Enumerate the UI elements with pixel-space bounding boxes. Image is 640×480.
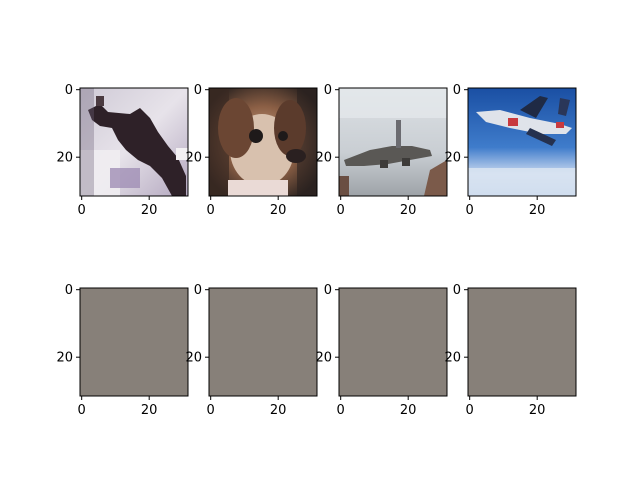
x-tick-label: 0 bbox=[337, 403, 345, 418]
panel-3 bbox=[339, 88, 447, 196]
panel-8-image bbox=[468, 288, 576, 396]
x-tick-label: 20 bbox=[529, 403, 546, 418]
y-tick-label: 0 bbox=[453, 83, 461, 98]
y-tick-label: 0 bbox=[65, 283, 73, 298]
panel-frame bbox=[338, 287, 448, 397]
x-tick-label: 0 bbox=[337, 203, 345, 218]
panel-7-image bbox=[339, 288, 447, 396]
axes-panel-7: 0 20 0 20 bbox=[315, 283, 448, 418]
x-tick-label: 20 bbox=[141, 403, 158, 418]
panel-frame bbox=[208, 287, 318, 397]
x-tick-label: 20 bbox=[270, 203, 287, 218]
y-tick-label: 0 bbox=[324, 83, 332, 98]
panel-2 bbox=[209, 88, 317, 196]
x-tick-label: 20 bbox=[529, 203, 546, 218]
x-tick-label: 0 bbox=[466, 403, 474, 418]
y-tick-label: 0 bbox=[194, 83, 202, 98]
x-tick-label: 0 bbox=[207, 403, 215, 418]
axes-panel-3: 0 20 0 20 bbox=[315, 83, 448, 218]
axes-panel-1: 0 20 0 20 bbox=[56, 83, 189, 218]
panel-frame bbox=[467, 287, 577, 397]
y-tick-label: 0 bbox=[194, 283, 202, 298]
panel-4 bbox=[468, 88, 576, 196]
axes-panel-8: 0 20 0 20 bbox=[444, 283, 577, 418]
x-tick-label: 20 bbox=[400, 203, 417, 218]
axes-panel-2: 0 20 0 20 bbox=[185, 83, 318, 218]
x-tick-label: 0 bbox=[466, 203, 474, 218]
y-tick-label: 20 bbox=[444, 151, 461, 166]
x-tick-label: 0 bbox=[78, 403, 86, 418]
y-tick-label: 20 bbox=[56, 151, 73, 166]
panel-frame bbox=[338, 87, 448, 197]
y-tick-label: 20 bbox=[444, 351, 461, 366]
axes-panel-6: 0 20 0 20 bbox=[185, 283, 318, 418]
y-tick-label: 20 bbox=[185, 351, 202, 366]
y-tick-label: 0 bbox=[65, 83, 73, 98]
y-tick-label: 20 bbox=[185, 151, 202, 166]
x-tick-label: 0 bbox=[78, 203, 86, 218]
y-tick-label: 20 bbox=[56, 351, 73, 366]
axes-panel-4: 0 20 0 20 bbox=[444, 83, 577, 218]
y-tick-label: 0 bbox=[324, 283, 332, 298]
y-tick-label: 20 bbox=[315, 351, 332, 366]
panel-5-image bbox=[80, 288, 188, 396]
x-tick-label: 0 bbox=[207, 203, 215, 218]
panel-1 bbox=[80, 88, 188, 196]
panel-frame bbox=[79, 287, 189, 397]
panel-frame bbox=[467, 87, 577, 197]
x-tick-label: 20 bbox=[141, 203, 158, 218]
y-tick-label: 0 bbox=[453, 283, 461, 298]
panel-6-image bbox=[209, 288, 317, 396]
panel-frame bbox=[208, 87, 318, 197]
x-tick-label: 20 bbox=[400, 403, 417, 418]
x-tick-label: 20 bbox=[270, 403, 287, 418]
panel-frame bbox=[79, 87, 189, 197]
axes-panel-5: 0 20 0 20 bbox=[56, 283, 189, 418]
y-tick-label: 20 bbox=[315, 151, 332, 166]
